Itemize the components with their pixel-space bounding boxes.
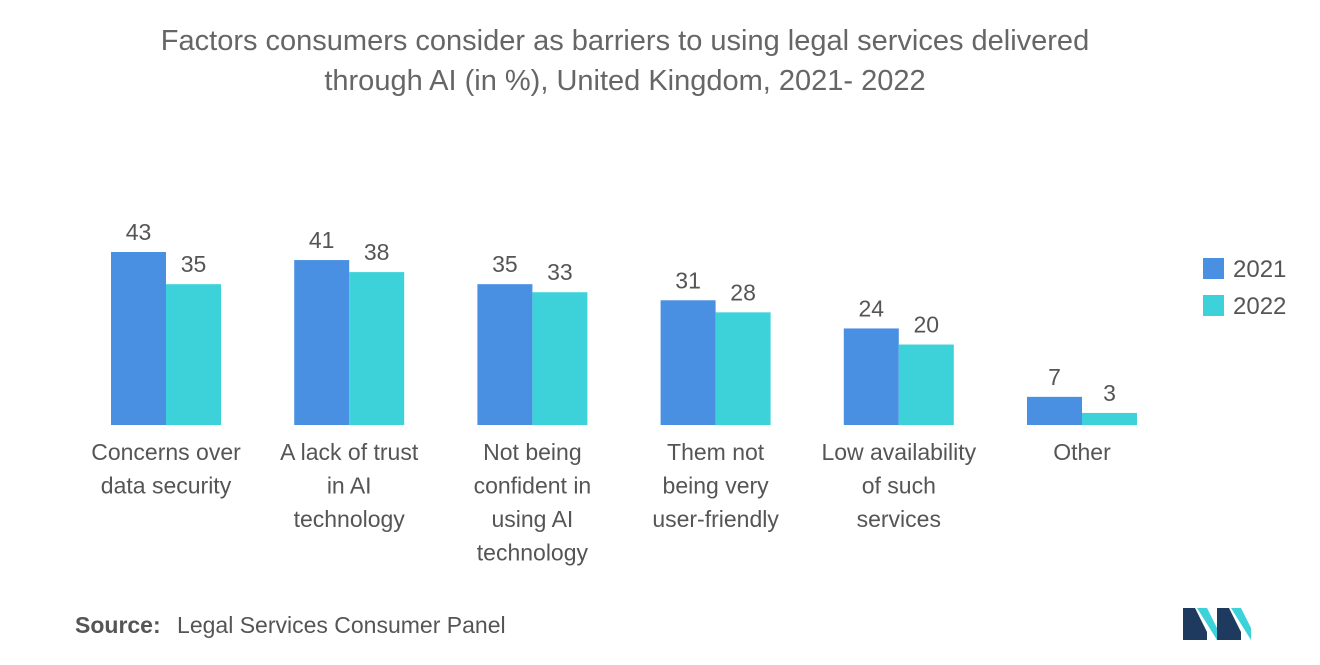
mordor-logo-icon	[1183, 608, 1251, 640]
category-label-2-3: technology	[477, 540, 589, 566]
data-label-2022-3: 28	[730, 279, 756, 305]
bar-2022-2	[532, 292, 588, 425]
bar-2022-5	[1082, 412, 1137, 425]
data-label-2022-2: 33	[547, 259, 573, 285]
category-label-3-2: user-friendly	[652, 506, 779, 532]
source-note: Source: Legal Services Consumer Panel	[75, 612, 506, 639]
category-label-2-2: using AI	[491, 506, 573, 532]
data-label-2021-5: 7	[1048, 364, 1061, 390]
category-label-2-1: confident in	[474, 473, 592, 499]
chart-title-line-2: through AI (in %), United Kingdom, 2021-…	[324, 65, 926, 97]
bar-2022-0	[166, 284, 221, 425]
category-label-0-0: Concerns over	[91, 439, 241, 465]
bar-2021-1	[294, 260, 350, 425]
category-label-1-0: A lack of trust	[280, 439, 419, 465]
source-label: Source:	[75, 612, 161, 638]
category-label-3-0: Them not	[667, 439, 765, 465]
chart-title-line-1: Factors consumers consider as barriers t…	[160, 25, 1090, 57]
data-label-2021-3: 31	[675, 267, 701, 293]
data-label-2021-1: 41	[309, 227, 335, 253]
data-label-2021-4: 24	[859, 295, 885, 321]
legend-swatch-2022	[1203, 295, 1224, 316]
bar-2021-5	[1027, 396, 1082, 425]
category-label-1-2: technology	[294, 506, 406, 532]
source-text: Legal Services Consumer Panel	[177, 612, 506, 638]
bar-2021-4	[843, 328, 899, 425]
bar-2022-3	[715, 312, 771, 425]
category-label-4-2: services	[857, 506, 941, 532]
category-label-3-1: being very	[663, 473, 770, 499]
bar-2021-3	[660, 300, 716, 425]
legend-label-2022: 2022	[1233, 293, 1286, 320]
category-label-4-0: Low availability	[821, 439, 976, 465]
bar-2021-2	[477, 284, 533, 425]
category-label-2-0: Not being	[483, 439, 581, 465]
category-label-4-1: of such	[862, 473, 936, 499]
bar-2022-4	[898, 344, 954, 425]
bar-2022-1	[349, 272, 405, 425]
category-label-0-1: data security	[101, 473, 232, 499]
data-label-2022-4: 20	[914, 312, 940, 338]
bar-2021-0	[111, 252, 166, 425]
data-label-2021-0: 43	[126, 219, 152, 245]
category-label-5-0: Other	[1053, 439, 1111, 465]
legend-swatch-2021	[1203, 258, 1224, 279]
data-label-2022-5: 3	[1103, 380, 1116, 406]
data-label-2022-1: 38	[364, 239, 390, 265]
data-label-2021-2: 35	[492, 251, 518, 277]
category-label-1-1: in AI	[327, 473, 372, 499]
data-label-2022-0: 35	[181, 251, 207, 277]
legend-label-2021: 2021	[1233, 256, 1286, 283]
